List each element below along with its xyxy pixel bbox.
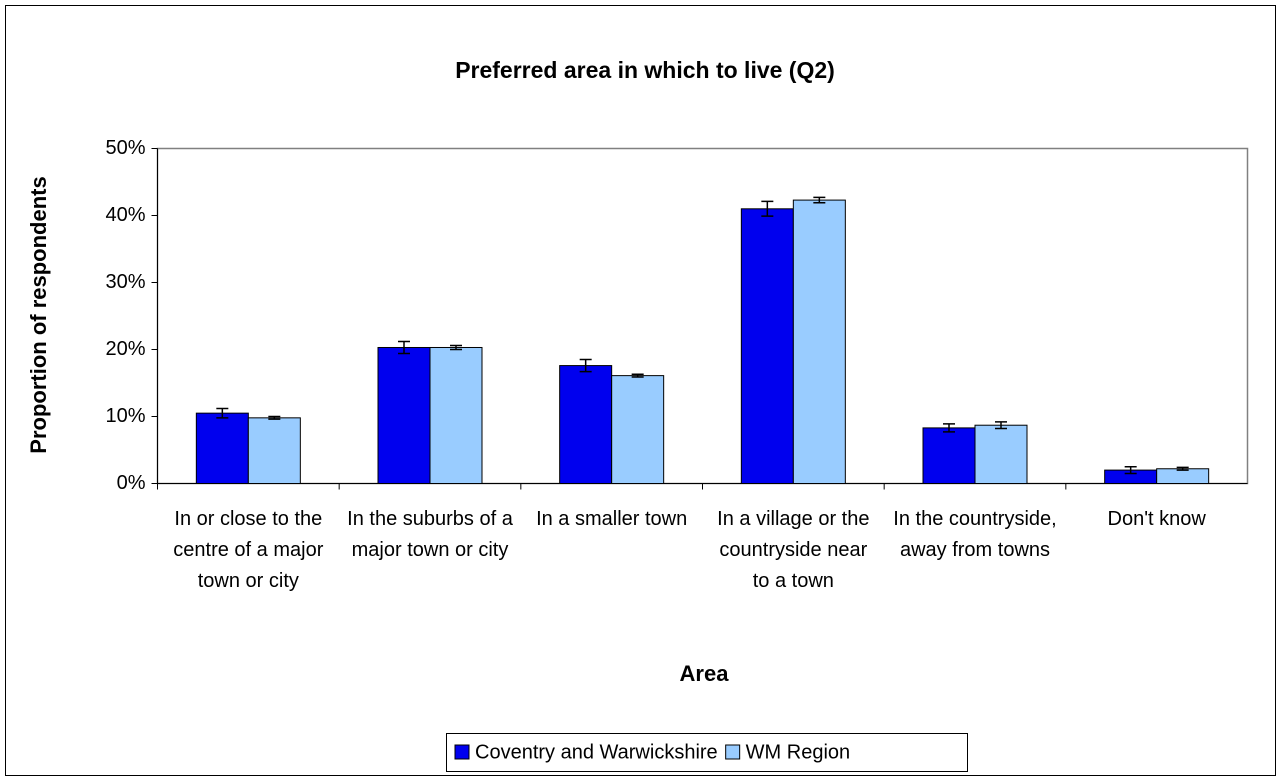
error-bar	[995, 421, 1007, 430]
error-bar	[398, 340, 410, 355]
bar	[195, 412, 249, 484]
bar	[740, 208, 794, 485]
y-tick-label: 0%	[117, 472, 146, 494]
error-bar	[631, 373, 644, 378]
x-tick-label: In the countryside, away from towns	[893, 508, 1057, 561]
x-tick-label: In a smaller town	[536, 508, 688, 530]
x-tick-label: In a village or the countryside near to …	[717, 508, 870, 592]
legend-box	[446, 733, 968, 772]
plot-area	[156, 147, 1249, 485]
error-bar	[579, 358, 592, 373]
x-tick-label: In or close to the centre of a major tow…	[173, 508, 324, 592]
error-bar	[813, 196, 826, 204]
error-bar	[268, 415, 281, 420]
x-axis-title: Area	[680, 661, 730, 686]
chart-title: Preferred area in which to live (Q2)	[455, 57, 835, 83]
error-bar	[1124, 466, 1137, 475]
legend-label: Coventry and Warwickshire	[475, 741, 718, 763]
y-tick-label: 10%	[105, 405, 145, 427]
bar	[247, 417, 301, 484]
y-tick-label: 40%	[105, 204, 145, 226]
error-bar	[943, 423, 955, 433]
error-bar	[761, 200, 774, 217]
bar	[974, 424, 1028, 484]
y-axis-title: Proportion of respondents	[26, 176, 51, 453]
y-tick-label: 20%	[105, 338, 145, 360]
bar	[559, 365, 613, 484]
legend-swatch	[725, 744, 741, 760]
bar	[611, 375, 665, 485]
y-tick-label: 50%	[105, 137, 145, 159]
bar	[922, 427, 976, 485]
bar	[377, 346, 431, 484]
legend-label: WM Region	[746, 741, 850, 763]
y-tick-label: 30%	[105, 271, 145, 293]
legend-swatch	[454, 744, 470, 760]
bar	[792, 199, 846, 484]
error-bar	[216, 407, 229, 419]
bar	[1156, 468, 1210, 485]
x-tick-label: Don't know	[1107, 508, 1206, 530]
x-tick-label: In the suburbs of a major town or city	[347, 508, 513, 561]
error-bar	[450, 344, 462, 351]
error-bar	[1176, 466, 1189, 471]
bar	[429, 346, 483, 484]
